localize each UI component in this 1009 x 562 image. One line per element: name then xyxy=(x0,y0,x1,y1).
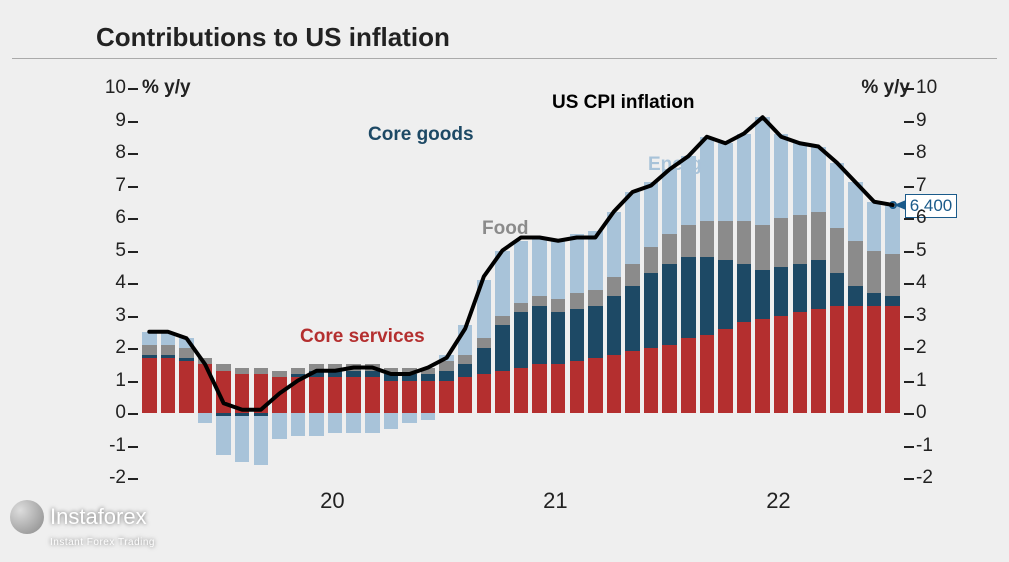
y-unit-left: % y/y xyxy=(142,77,222,99)
watermark-logo: Instaforex Instant Forex Trading xyxy=(10,500,155,548)
chart-container: Contributions to US inflation Core servi… xyxy=(0,0,1009,562)
line-layer xyxy=(140,88,902,478)
y-tick-right: 3 xyxy=(916,305,956,327)
y-tick-right: 4 xyxy=(916,272,956,294)
y-tick-left: 3 xyxy=(86,305,126,327)
y-tick-left: 10 xyxy=(86,77,126,99)
y-tick-left: 9 xyxy=(86,110,126,132)
y-tick-left: -1 xyxy=(86,435,126,457)
y-tick-left: 4 xyxy=(86,272,126,294)
y-tick-left: 7 xyxy=(86,175,126,197)
y-tick-left: 8 xyxy=(86,142,126,164)
x-tick: 21 xyxy=(543,488,567,514)
logo-brand: Instaforex xyxy=(50,504,147,530)
x-tick: 22 xyxy=(766,488,790,514)
y-tick-left: 0 xyxy=(86,402,126,424)
y-tick-right: 5 xyxy=(916,240,956,262)
title-divider xyxy=(12,58,997,59)
y-tick-right: 9 xyxy=(916,110,956,132)
globe-icon xyxy=(10,500,44,534)
logo-tagline: Instant Forex Trading xyxy=(50,537,155,548)
y-tick-right: 10 xyxy=(916,77,956,99)
y-unit-right: % y/y xyxy=(830,77,910,99)
y-tick-right: 7 xyxy=(916,175,956,197)
y-tick-left: 2 xyxy=(86,337,126,359)
y-tick-left: 6 xyxy=(86,207,126,229)
y-tick-right: 0 xyxy=(916,402,956,424)
y-tick-left: -2 xyxy=(86,467,126,489)
y-tick-right: 8 xyxy=(916,142,956,164)
chart-title: Contributions to US inflation xyxy=(96,22,450,53)
y-tick-left: 5 xyxy=(86,240,126,262)
x-tick: 20 xyxy=(320,488,344,514)
plot-area: Core servicesCore goodsFoodEnergyUS CPI … xyxy=(140,88,902,478)
y-tick-right: 1 xyxy=(916,370,956,392)
y-tick-right: 6 xyxy=(916,207,956,229)
y-tick-right: 2 xyxy=(916,337,956,359)
y-tick-right: -1 xyxy=(916,435,956,457)
y-tick-left: 1 xyxy=(86,370,126,392)
y-tick-right: -2 xyxy=(916,467,956,489)
